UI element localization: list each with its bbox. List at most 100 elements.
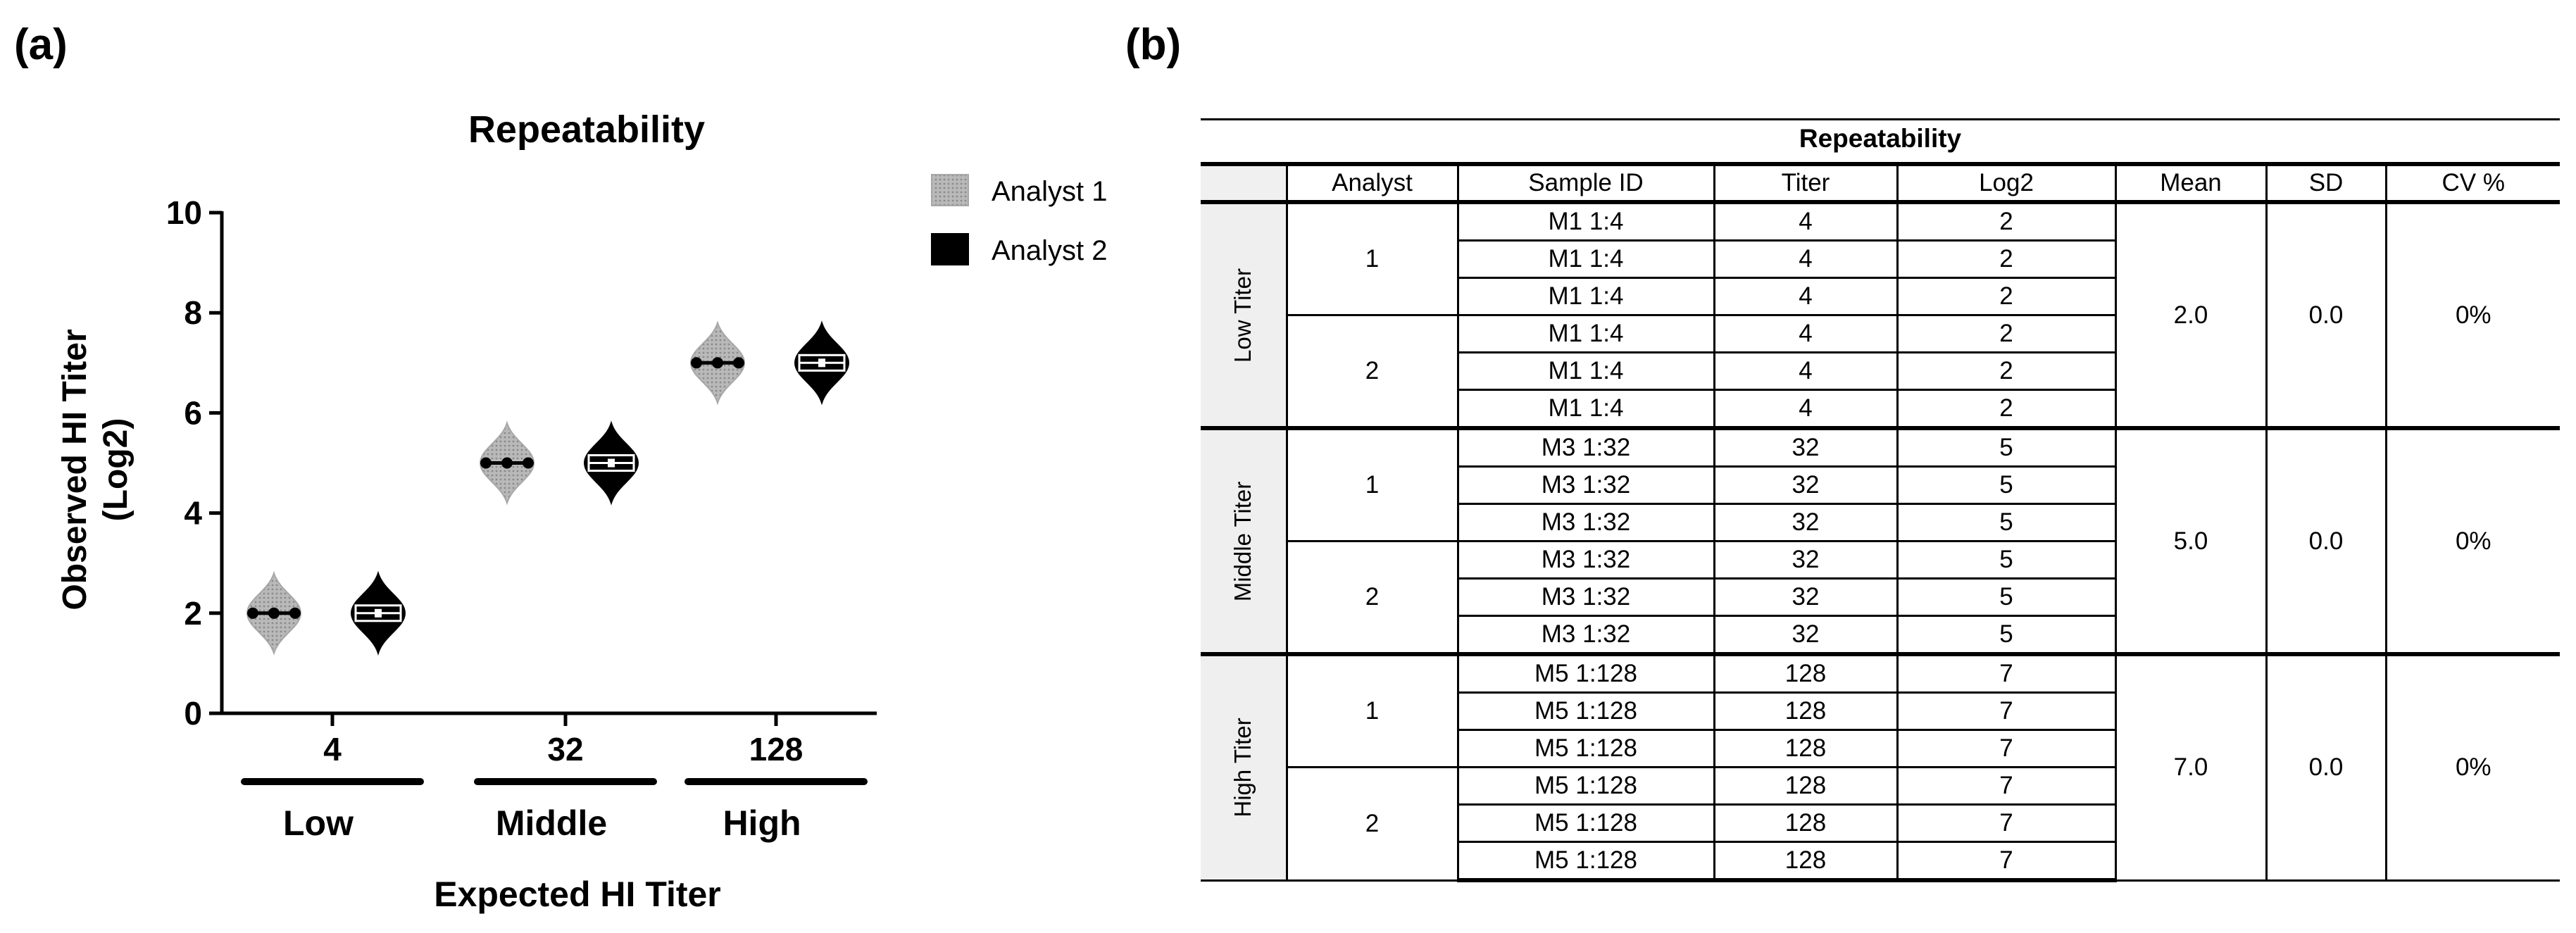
log2-cell: 2 bbox=[1896, 239, 2117, 279]
titer-cell: 4 bbox=[1713, 351, 1899, 391]
legend-swatch-analyst-2 bbox=[931, 233, 969, 265]
table-row: Low Titer 1 M1 1:4 4 2 2.0 0.0 0% bbox=[1201, 200, 2560, 430]
log2-cell: 7 bbox=[1896, 766, 2117, 806]
cv-cell: 0% bbox=[2384, 426, 2560, 656]
sample-id-cell: M5 1:128 bbox=[1456, 691, 1715, 731]
y-tick-label: 8 bbox=[184, 294, 202, 331]
table-row: M3 1:32 32 5 bbox=[1201, 577, 2560, 617]
group-label: Middle Titer bbox=[1230, 481, 1256, 601]
sample-id-cell: M3 1:32 bbox=[1456, 465, 1715, 505]
chart-legend: Analyst 1 Analyst 2 bbox=[931, 174, 1108, 266]
table-row: High Titer 1 M5 1:128 128 7 7.0 0.0 0% bbox=[1201, 652, 2560, 882]
table-row: 2 M3 1:32 32 5 bbox=[1201, 540, 2560, 656]
table-row: M5 1:128 128 7 bbox=[1201, 803, 2560, 843]
data-point bbox=[375, 608, 382, 618]
titer-cell: 4 bbox=[1713, 389, 1899, 430]
category-group-label: High bbox=[723, 803, 801, 843]
log2-cell: 7 bbox=[1896, 841, 2117, 882]
sample-id-cell: M1 1:4 bbox=[1456, 277, 1715, 316]
sample-id-cell: M1 1:4 bbox=[1456, 389, 1715, 430]
titer-cell: 128 bbox=[1713, 766, 1899, 806]
y-tick-label: 10 bbox=[166, 194, 202, 231]
y-tick-label: 2 bbox=[184, 595, 202, 632]
titer-cell: 4 bbox=[1713, 200, 1899, 242]
titer-cell: 128 bbox=[1713, 803, 1899, 843]
y-tick-label: 6 bbox=[184, 394, 202, 431]
table-row: M1 1:4 4 2 bbox=[1201, 277, 2560, 316]
titer-cell: 32 bbox=[1713, 426, 1899, 468]
cv-cell: 0% bbox=[2384, 652, 2560, 882]
sample-id-cell: M5 1:128 bbox=[1456, 729, 1715, 768]
table-row: M5 1:128 128 7 bbox=[1201, 729, 2560, 768]
analyst-cell: 1 bbox=[1285, 652, 1459, 768]
chart-title: Repeatability bbox=[468, 108, 705, 151]
sample-id-cell: M1 1:4 bbox=[1456, 200, 1715, 242]
table-row: M5 1:128 128 7 bbox=[1201, 691, 2560, 731]
table-row: 2 M5 1:128 128 7 bbox=[1201, 766, 2560, 882]
group-label: Low Titer bbox=[1230, 268, 1256, 363]
violin-chart: Repeatability 0 2 4 6 8 10 4 Low 32 Middle 128 Hig… bbox=[56, 108, 1108, 914]
sample-id-cell: M1 1:4 bbox=[1456, 239, 1715, 279]
y-axis: 0 2 4 6 8 10 bbox=[166, 194, 224, 732]
table-header-log2: Log2 bbox=[1896, 162, 2117, 204]
log2-cell: 2 bbox=[1896, 314, 2117, 353]
table-row: M1 1:4 4 2 bbox=[1201, 239, 2560, 279]
log2-cell: 7 bbox=[1896, 652, 2117, 694]
table-row: 2 M1 1:4 4 2 bbox=[1201, 314, 2560, 430]
table-row: Middle Titer 1 M3 1:32 32 5 5.0 0.0 0% bbox=[1201, 426, 2560, 656]
data-point bbox=[247, 607, 258, 619]
data-point bbox=[818, 358, 825, 368]
sample-id-cell: M3 1:32 bbox=[1456, 503, 1715, 542]
titer-cell: 4 bbox=[1713, 277, 1899, 316]
sample-id-cell: M5 1:128 bbox=[1456, 803, 1715, 843]
log2-cell: 5 bbox=[1896, 503, 2117, 542]
x-tick-label: 128 bbox=[749, 731, 804, 768]
table-row: M5 1:128 128 7 bbox=[1201, 841, 2560, 882]
category-group-label: Low bbox=[283, 803, 354, 843]
data-point bbox=[608, 458, 615, 468]
titer-cell: 32 bbox=[1713, 540, 1899, 580]
data-point bbox=[523, 457, 534, 469]
sample-id-cell: M3 1:32 bbox=[1456, 540, 1715, 580]
log2-cell: 2 bbox=[1896, 277, 2117, 316]
data-point bbox=[733, 357, 744, 369]
titer-cell: 32 bbox=[1713, 465, 1899, 505]
sample-id-cell: M5 1:128 bbox=[1456, 766, 1715, 806]
legend-swatch-analyst-1 bbox=[931, 174, 969, 206]
analyst-cell: 1 bbox=[1285, 426, 1459, 542]
log2-cell: 5 bbox=[1896, 465, 2117, 505]
titer-cell: 32 bbox=[1713, 577, 1899, 617]
sample-id-cell: M5 1:128 bbox=[1456, 841, 1715, 882]
mean-cell: 5.0 bbox=[2114, 426, 2268, 656]
table-header-blank bbox=[1201, 162, 1288, 204]
data-point bbox=[691, 357, 702, 369]
sample-id-cell: M1 1:4 bbox=[1456, 314, 1715, 353]
log2-cell: 7 bbox=[1896, 729, 2117, 768]
log2-cell: 5 bbox=[1896, 577, 2117, 617]
log2-cell: 5 bbox=[1896, 540, 2117, 580]
titer-cell: 4 bbox=[1713, 314, 1899, 353]
log2-cell: 2 bbox=[1896, 200, 2117, 242]
panel-a-label: (a) bbox=[14, 20, 68, 69]
group-label-cell: Low Titer bbox=[1201, 200, 1288, 430]
table-row: M3 1:32 32 5 bbox=[1201, 465, 2560, 505]
data-point bbox=[501, 457, 513, 469]
log2-cell: 7 bbox=[1896, 691, 2117, 731]
table-header-sd: SD bbox=[2265, 162, 2387, 204]
titer-cell: 128 bbox=[1713, 652, 1899, 694]
mean-cell: 2.0 bbox=[2114, 200, 2268, 430]
table-row: M3 1:32 32 5 bbox=[1201, 503, 2560, 542]
sd-cell: 0.0 bbox=[2265, 200, 2387, 430]
titer-cell: 128 bbox=[1713, 729, 1899, 768]
x-tick-label: 4 bbox=[323, 731, 342, 768]
analyst-cell: 2 bbox=[1285, 766, 1459, 882]
panel-b-label: (b) bbox=[1125, 20, 1182, 69]
data-point bbox=[712, 357, 723, 369]
group-label: High Titer bbox=[1230, 718, 1256, 818]
titer-cell: 32 bbox=[1713, 615, 1899, 656]
table-header-titer: Titer bbox=[1713, 162, 1899, 204]
x-axis: 4 Low 32 Middle 128 High bbox=[222, 711, 877, 843]
y-axis-label-line1: Observed HI Titer bbox=[56, 329, 94, 610]
table-title: Repeatability bbox=[1799, 124, 1962, 153]
cv-cell: 0% bbox=[2384, 200, 2560, 430]
